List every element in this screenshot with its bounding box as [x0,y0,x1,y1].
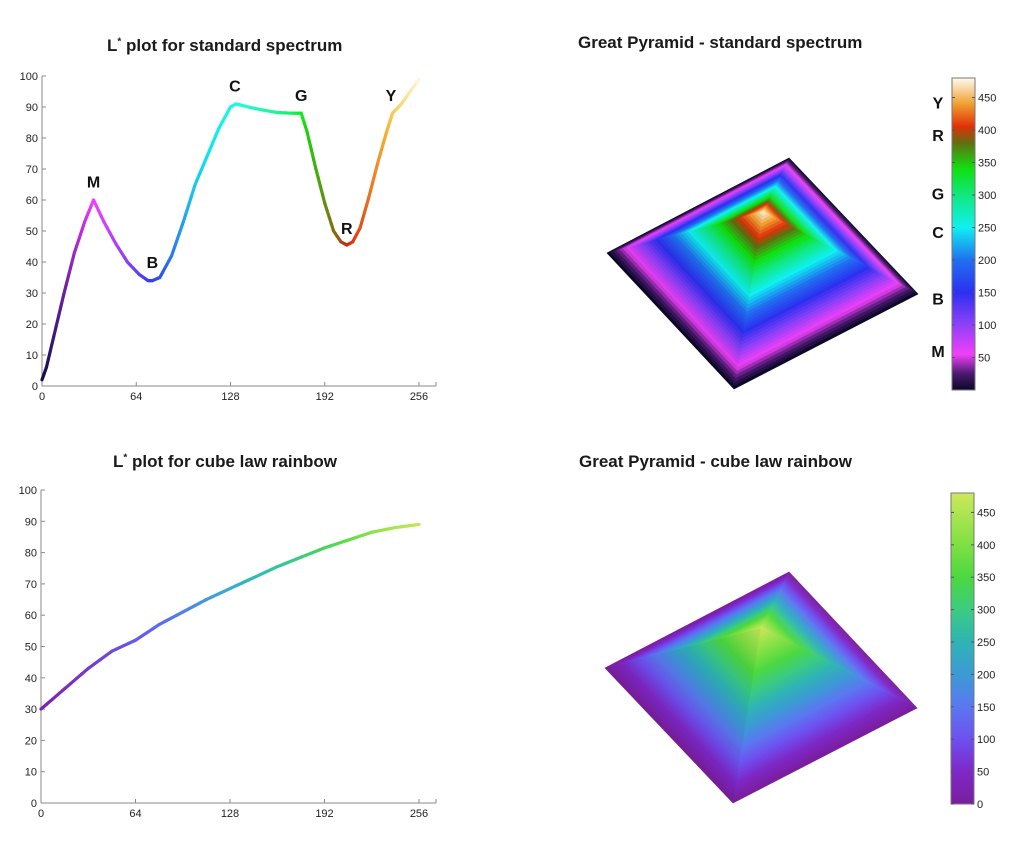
y-tick-label: 90 [25,516,37,528]
title-superscript: * [117,36,122,48]
colorbar-side-label: R [932,128,944,145]
colorbar-tick-label: 50 [978,353,990,365]
line-series [40,77,421,382]
annotation-label: R [341,221,353,238]
colorbar-side-label: M [931,344,944,361]
colorbar-side-label: G [932,187,944,204]
y-tick-label: 60 [25,610,37,622]
annotation-label: Y [386,88,397,105]
y-tick-label: 100 [20,71,38,83]
x-tick-label: 0 [39,391,45,403]
colorbar-tick-label: 100 [977,734,995,746]
y-tick-label: 40 [25,673,37,685]
colorbar-tick-label: 300 [977,605,995,617]
y-tick-label: 70 [25,579,37,591]
colorbar-tick-label: 350 [977,572,995,584]
colorbar-gradient [951,77,976,391]
pyramid-cubelaw-chart: 0 50 100 150 200 250 300 350 400 450 [604,492,995,811]
title-rest: plot for cube law rainbow [127,452,337,471]
chart-title-lstar-standard: L* plot for standard spectrum [107,36,342,56]
chart-title-pyramid-standard: Great Pyramid - standard spectrum [578,33,863,52]
colorbar-tick-label: 0 [977,799,983,811]
x-tick-label: 64 [129,808,141,820]
colorbar-tick-label: 350 [978,158,996,170]
pyramid-surface [606,157,919,390]
y-tick-label: 30 [26,288,38,300]
colorbar-tick-label: 250 [977,637,995,649]
title-superscript: * [123,452,128,464]
y-tick-label: 50 [25,642,37,654]
y-tick-label: 50 [26,226,38,238]
colorbar-tick-label: 400 [977,540,995,552]
title-rest: plot for standard spectrum [121,36,343,55]
annotation-label: G [295,88,307,105]
x-tick-label: 256 [410,808,428,820]
title-prefix: L [113,452,124,471]
y-tick-label: 10 [25,767,37,779]
colorbar: 0 50 100 150 200 250 300 350 400 450 [950,492,995,811]
colorbar-tick-label: 200 [977,669,995,681]
y-tick-label: 70 [26,164,38,176]
colorbar-tick-label: 150 [978,288,996,300]
annotation-label: B [147,255,159,272]
y-tick-label: 60 [26,195,38,207]
pyramid-shading [607,212,763,389]
chart-title-pyramid-cubelaw: Great Pyramid - cube law rainbow [579,452,853,471]
colorbar-tick-label: 250 [978,223,996,235]
y-tick-label: 0 [31,798,37,810]
y-tick-label: 40 [26,257,38,269]
lstar-cubelaw-chart: 0 10 20 30 40 50 60 70 80 90 100 0 64 128 192 256 [19,485,437,820]
x-tick-label: 192 [316,391,334,403]
y-tick-label: 30 [25,704,37,716]
y-tick-label: 10 [26,350,38,362]
chart-title-lstar-cubelaw: L* plot for cube law rainbow [113,452,337,472]
x-tick-label: 0 [38,808,44,820]
colorbar-tick-label: 300 [978,190,996,202]
x-tick-label: 192 [315,808,333,820]
x-tick-label: 256 [410,391,428,403]
lstar-standard-chart: 0 10 20 30 40 50 60 70 80 90 100 0 64 128 192 256 M B C G R Y [20,71,437,403]
annotation-label: M [87,175,100,192]
title-prefix: L [107,36,118,55]
pyramid-shading [605,628,761,803]
colorbar-tick-label: 100 [978,320,996,332]
y-tick-label: 90 [26,102,38,114]
colorbar-side-label: B [932,291,944,308]
colorbar-tick-label: 50 [977,767,989,779]
colorbar-tick-label: 400 [978,125,996,137]
colorbar-side-label: Y [933,96,944,113]
y-tick-label: 100 [19,485,37,497]
pyramid-surface [604,571,918,804]
colorbar: 50 100 150 200 250 300 350 400 450 YR G C B M [931,77,996,391]
y-tick-label: 80 [26,133,38,145]
annotation-label: C [229,79,241,96]
colorbar-tick-label: 450 [977,507,995,519]
colorbar-tick-label: 200 [978,255,996,267]
colorbar-tick-label: 150 [977,702,995,714]
line-series [39,522,421,711]
colorbar-side-label: C [932,225,944,242]
colorbar-gradient [950,492,975,805]
x-tick-label: 128 [221,391,239,403]
y-tick-label: 0 [32,381,38,393]
x-tick-label: 128 [221,808,239,820]
colorbar-tick-label: 450 [978,93,996,105]
pyramid-standard-chart: 50 100 150 200 250 300 350 400 450 YR G C B M [606,77,996,391]
y-tick-label: 20 [26,319,38,331]
x-tick-label: 64 [130,391,142,403]
y-tick-label: 20 [25,735,37,747]
y-tick-label: 80 [25,548,37,560]
